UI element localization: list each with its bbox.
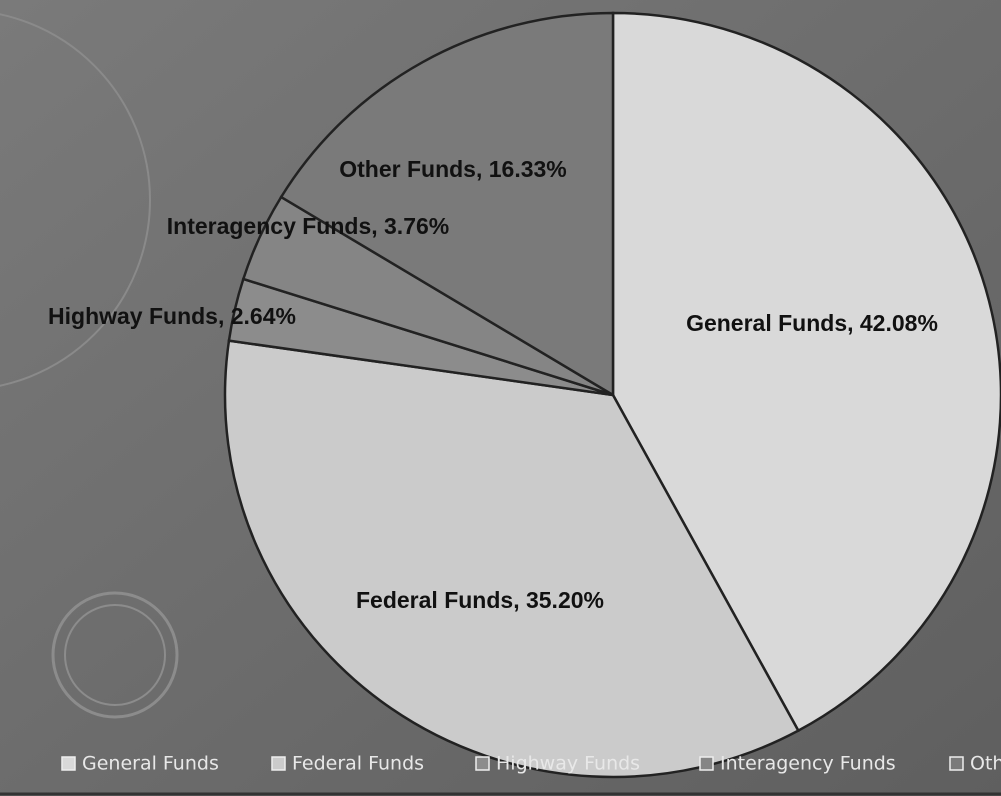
data-label: Interagency Funds, 3.76% [167, 213, 449, 239]
pie-slice [223, 339, 801, 779]
legend-swatch [475, 756, 490, 771]
legend-swatch [61, 756, 76, 771]
legend-swatch [271, 756, 286, 771]
decor-ring [64, 604, 166, 706]
data-label: Highway Funds, 2.64% [48, 303, 296, 329]
legend-swatch [699, 756, 714, 771]
pie-slice [279, 11, 615, 398]
data-label: Other Funds, 16.33% [339, 156, 567, 182]
legend-label: General Funds [82, 753, 219, 775]
legend: General Funds Federal Funds Highway Funds I… [61, 753, 1001, 775]
pie [223, 11, 1001, 779]
legend-label: Highway Funds [496, 753, 640, 775]
data-label: General Funds, 42.08% [686, 310, 938, 336]
legend-label: Federal Funds [292, 753, 424, 775]
legend-label: Other Funds [970, 753, 1001, 775]
data-label: Federal Funds, 35.20% [356, 587, 604, 613]
decor-arc [0, 13, 151, 387]
legend-swatch [949, 756, 964, 771]
data-labels: General Funds, 42.08% Federal Funds, 35.2… [48, 156, 938, 613]
legend-label: Interagency Funds [720, 753, 896, 775]
decor-ring [51, 591, 179, 719]
pie-slice [611, 11, 1001, 733]
